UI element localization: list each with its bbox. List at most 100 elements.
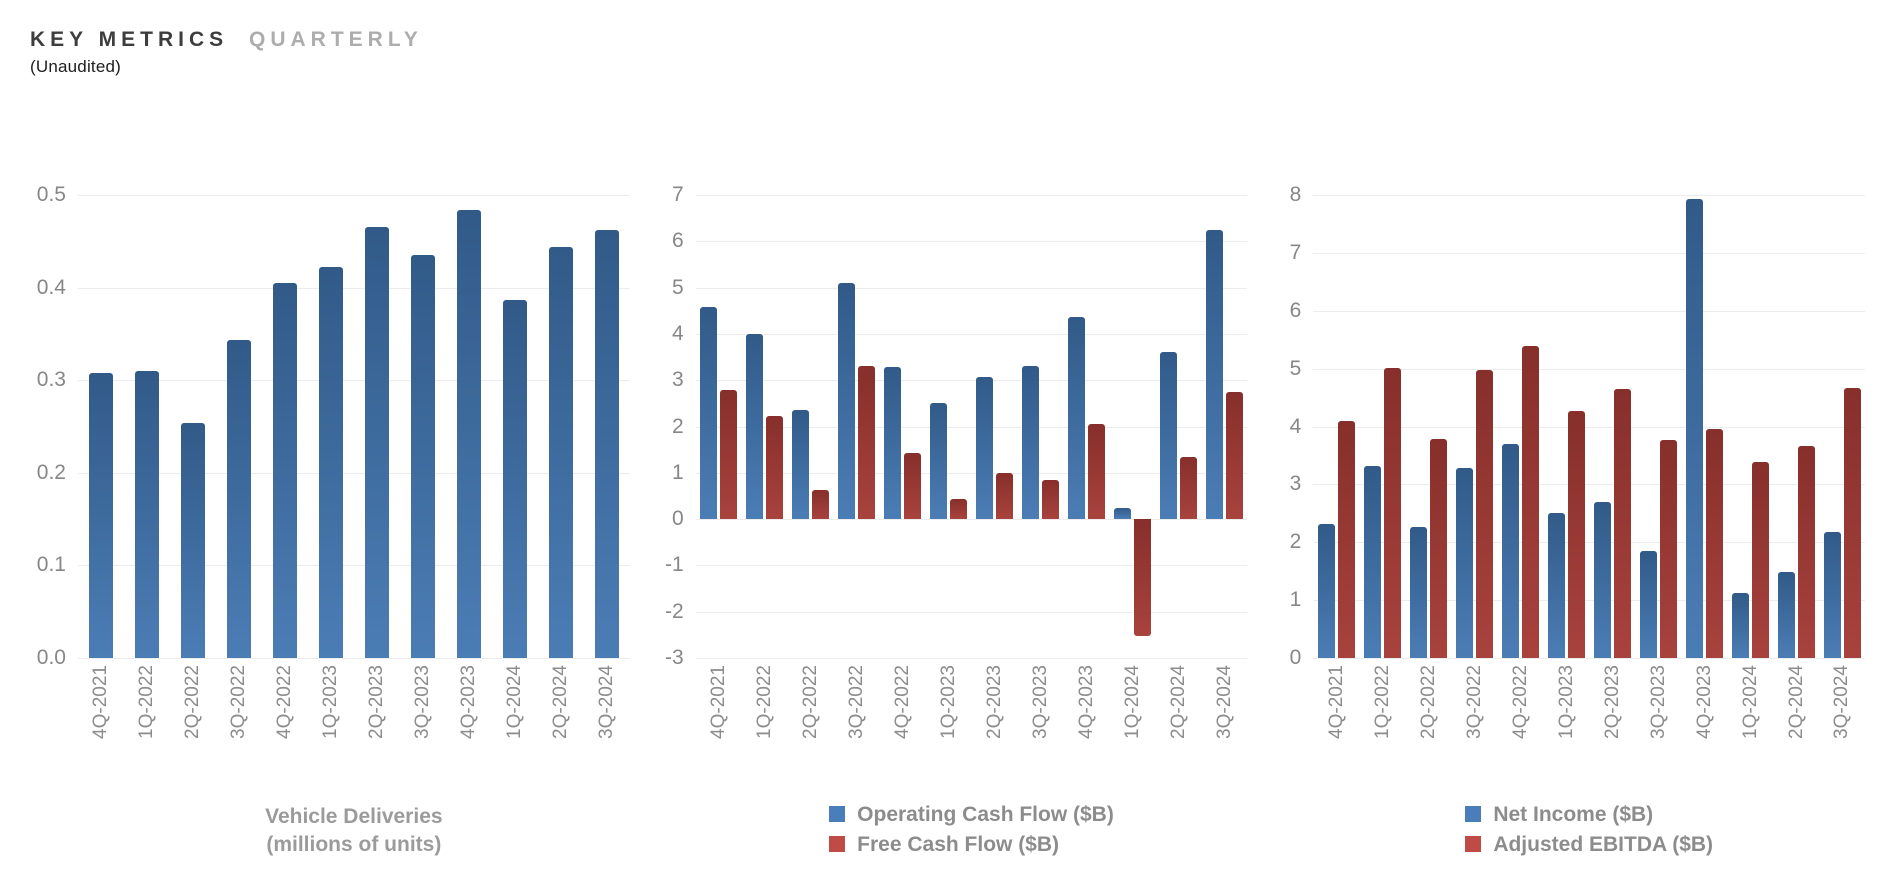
bar (1731, 592, 1749, 658)
legend-item: Adjusted EBITDA ($B) (1465, 833, 1713, 857)
x-axis-label: 4Q-2021 (90, 665, 112, 739)
gridline (1313, 195, 1866, 196)
gridline (695, 658, 1248, 659)
gridline (78, 658, 630, 659)
bar (700, 307, 718, 520)
x-axis-label: 2Q-2022 (1417, 665, 1439, 739)
x-axis-label: 2Q-2022 (182, 665, 204, 739)
bar (1639, 550, 1657, 658)
legend: Net Income ($B) Adjusted EBITDA ($B) (1465, 803, 1713, 857)
x-axis: 4Q-2021 1Q-2022 2Q-2022 3Q-2022 4Q-2022 1Q-20… (696, 665, 1248, 783)
x-axis-label: 3Q-2023 (1647, 665, 1669, 739)
x-axis-column: 4Q-2021 (78, 665, 124, 783)
bar (858, 366, 876, 520)
y-tick-label: 6 (1289, 298, 1302, 322)
bar (1521, 345, 1539, 658)
bar (1797, 445, 1815, 658)
x-axis-label: 1Q-2022 (754, 665, 776, 739)
x-axis-column: 4Q-2023 (446, 665, 492, 783)
x-axis-label: 2Q-2023 (983, 665, 1005, 739)
plot-area (78, 195, 630, 659)
plot-area (695, 195, 1248, 659)
chart-title: Vehicle Deliveries (265, 805, 443, 828)
x-axis-label: 3Q-2024 (596, 665, 618, 739)
gridline (1313, 368, 1866, 370)
bar (1593, 501, 1611, 658)
bar (904, 453, 922, 520)
x-axis-label: 3Q-2022 (846, 665, 868, 739)
gridline (695, 241, 1248, 243)
x-axis-label: 2Q-2022 (800, 665, 822, 739)
bar (1455, 467, 1473, 658)
x-axis-label: 2Q-2024 (550, 665, 572, 739)
x-axis-label: 4Q-2022 (892, 665, 914, 739)
x-axis-label: 2Q-2024 (1167, 665, 1189, 739)
bar (930, 402, 948, 520)
bar (792, 410, 810, 520)
gridline (1313, 600, 1866, 602)
page-title: KEY METRICS QUARTERLY (30, 28, 1897, 52)
bar (1705, 429, 1723, 658)
gridline (78, 565, 630, 567)
chart-footer: Operating Cash Flow ($B) Free Cash Flow (… (696, 803, 1248, 857)
gridline (78, 380, 630, 382)
bar (884, 367, 902, 520)
x-axis-column: 2Q-2022 (170, 665, 216, 783)
y-tick-label: 0.2 (36, 460, 66, 484)
x-axis-column: 3Q-2023 (1017, 665, 1063, 783)
x-axis-column: 4Q-2023 (1681, 665, 1727, 783)
bar (1226, 392, 1244, 520)
unaudited-note: (Unaudited) (30, 57, 122, 76)
y-tick-label: 7 (671, 183, 684, 206)
gridline (1313, 484, 1866, 486)
gridline (78, 472, 630, 474)
x-axis-column: 1Q-2024 (1727, 665, 1773, 783)
y-tick-label: 8 (1289, 183, 1302, 206)
x-axis-column: 3Q-2024 (1201, 665, 1247, 783)
bar (365, 226, 389, 658)
legend-swatch-icon (829, 806, 846, 822)
legend-item: Free Cash Flow ($B) (829, 833, 1059, 857)
bar (549, 246, 573, 658)
bar (89, 372, 113, 658)
y-tick-label: 3 (1289, 472, 1302, 496)
y-axis: 0 1 2 3 4 5 6 7 8 (1261, 183, 1313, 669)
bar (1383, 367, 1401, 658)
legend-swatch-icon (1465, 806, 1482, 822)
x-axis-column: 1Q-2024 (492, 665, 538, 783)
bar (838, 283, 856, 520)
bar (996, 472, 1014, 520)
x-axis-column: 3Q-2024 (584, 665, 630, 783)
x-axis: 4Q-2021 1Q-2022 2Q-2022 3Q-2022 4Q-2022 1Q-20… (78, 665, 630, 783)
x-axis-label: 2Q-2023 (366, 665, 388, 739)
legend-label: Net Income ($B) (1493, 803, 1654, 826)
y-tick-label: 2 (1289, 530, 1302, 554)
bar (1088, 423, 1106, 520)
bar (595, 230, 619, 658)
page-title-main: KEY METRICS (30, 28, 229, 51)
gridline (1313, 426, 1866, 428)
y-tick-label: 3 (671, 368, 684, 392)
bar (1429, 438, 1447, 658)
bar (1843, 387, 1861, 658)
gridline (695, 195, 1248, 196)
y-tick-label: 1 (671, 460, 684, 484)
y-tick-label: 6 (671, 229, 684, 253)
chart-net-income-ebitda: 0 1 2 3 4 5 6 7 8 4Q-2021 1Q-2022 2Q-2022 3Q-2022 4Q-… (1261, 183, 1879, 860)
y-tick-label: 0 (671, 507, 684, 531)
bar (1114, 508, 1132, 520)
x-axis-column: 1Q-2022 (124, 665, 170, 783)
bar (1501, 444, 1519, 658)
y-tick-label: 0.1 (36, 553, 66, 577)
x-axis-label: 3Q-2024 (1831, 665, 1853, 739)
x-axis-column: 4Q-2023 (1063, 665, 1109, 783)
x-axis: 4Q-2021 1Q-2022 2Q-2022 3Q-2022 4Q-2022 1Q-20… (1313, 665, 1865, 783)
bar (1042, 479, 1060, 520)
legend-swatch-icon (829, 836, 846, 852)
x-axis-column: 3Q-2022 (1451, 665, 1497, 783)
page-title-qualifier: QUARTERLY (248, 28, 423, 51)
legend-item: Operating Cash Flow ($B) (829, 803, 1114, 827)
x-axis-column: 3Q-2023 (400, 665, 446, 783)
y-tick-label: 0.3 (36, 368, 66, 392)
bar (1022, 365, 1040, 520)
